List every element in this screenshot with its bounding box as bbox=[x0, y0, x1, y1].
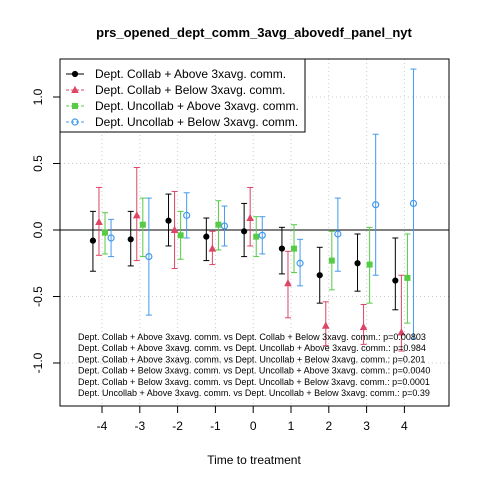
data-point bbox=[132, 211, 141, 219]
data-point bbox=[107, 234, 115, 242]
p-value-annotation: Dept. Collab + Below 3xavg. comm. vs Dep… bbox=[78, 377, 430, 387]
p-value-annotations: Dept. Collab + Above 3xavg. comm. vs Dep… bbox=[78, 332, 430, 398]
x-tick-label: -4 bbox=[97, 419, 108, 433]
data-point bbox=[183, 211, 191, 219]
legend-marker bbox=[72, 103, 78, 109]
legend-marker bbox=[71, 85, 79, 93]
data-point bbox=[127, 236, 134, 243]
legend-entry-label: Dept. Collab + Above 3xavg. comm. bbox=[95, 67, 286, 81]
data-point bbox=[321, 321, 330, 329]
legend-entry-label: Dept. Collab + Below 3xavg. comm. bbox=[95, 83, 285, 97]
data-point bbox=[397, 328, 406, 336]
series-group bbox=[102, 197, 411, 324]
x-axis: -4 -3 -2 -1 0 1 2 3 4 bbox=[97, 405, 408, 433]
data-point bbox=[177, 232, 184, 239]
data-point bbox=[95, 217, 103, 226]
legend-marker bbox=[71, 70, 79, 78]
data-point bbox=[145, 253, 153, 261]
x-axis-label: Time to treatment bbox=[207, 453, 301, 467]
data-point bbox=[359, 322, 368, 331]
data-point bbox=[334, 230, 342, 238]
chart-title: prs_opened_dept_comm_3avg_abovedf_panel_… bbox=[96, 25, 412, 40]
legend-box bbox=[59, 58, 306, 133]
data-point bbox=[278, 245, 286, 252]
series-group bbox=[95, 166, 406, 352]
data-point bbox=[89, 237, 97, 244]
x-tick-label: 1 bbox=[288, 419, 295, 433]
p-value-annotation: Dept. Collab + Above 3xavg. comm. vs Dep… bbox=[78, 332, 426, 342]
data-point bbox=[404, 274, 411, 281]
data-point bbox=[291, 245, 298, 252]
data-point bbox=[253, 233, 260, 240]
data-point bbox=[165, 217, 172, 224]
legend-entry-label: Dept. Uncollab + Above 3xavg. comm. bbox=[95, 99, 299, 113]
x-tick-label: -2 bbox=[172, 419, 183, 433]
data-point bbox=[246, 213, 254, 222]
data-point bbox=[284, 279, 292, 287]
y-tick-label: 0.0 bbox=[31, 221, 45, 238]
data-point bbox=[316, 272, 323, 279]
legend: Dept. Collab + Above 3xavg. comm. Dept. C… bbox=[59, 58, 306, 133]
data-point bbox=[372, 201, 380, 209]
x-tick-label: 0 bbox=[250, 419, 257, 433]
data-point bbox=[296, 259, 304, 267]
data-point bbox=[102, 229, 109, 236]
p-value-annotation: Dept. Collab + Above 3xavg. comm. vs Dep… bbox=[78, 354, 425, 364]
legend-entry-label: Dept. Uncollab + Below 3xavg. comm. bbox=[95, 115, 298, 129]
p-value-annotation: Dept. Collab + Above 3xavg. comm. vs Dep… bbox=[78, 343, 426, 353]
data-point bbox=[258, 231, 266, 239]
y-tick-label: -1.0 bbox=[31, 352, 45, 373]
x-tick-label: -3 bbox=[134, 419, 145, 433]
data-point bbox=[354, 260, 361, 267]
data-point bbox=[409, 199, 418, 207]
series-group bbox=[107, 68, 418, 340]
data-point bbox=[215, 221, 222, 228]
x-tick-label: -1 bbox=[210, 419, 221, 433]
data-point bbox=[392, 277, 399, 284]
x-tick-label: 4 bbox=[401, 419, 408, 433]
data-point bbox=[170, 225, 179, 233]
data-point bbox=[366, 261, 373, 268]
y-tick-label: 0.5 bbox=[31, 155, 45, 172]
p-value-annotation: Dept. Collab + Below 3xavg. comm. vs Dep… bbox=[78, 366, 430, 376]
series-layer bbox=[89, 68, 418, 352]
y-tick-label: 1.0 bbox=[31, 88, 45, 105]
data-point bbox=[139, 221, 146, 228]
x-tick-label: 2 bbox=[325, 419, 332, 433]
legend-marker bbox=[71, 118, 79, 126]
y-tick-label: -0.5 bbox=[31, 286, 45, 307]
data-point bbox=[241, 228, 248, 235]
data-point bbox=[328, 257, 335, 264]
y-axis: -1.0 -0.5 0.0 0.5 1.0 bbox=[31, 88, 61, 373]
data-point bbox=[220, 222, 229, 230]
data-point bbox=[208, 244, 217, 252]
p-value-annotation: Dept. Uncollab + Above 3xavg. comm. vs D… bbox=[78, 388, 430, 398]
data-point bbox=[203, 233, 210, 240]
x-tick-label: 3 bbox=[363, 419, 370, 433]
series-group bbox=[89, 193, 399, 311]
